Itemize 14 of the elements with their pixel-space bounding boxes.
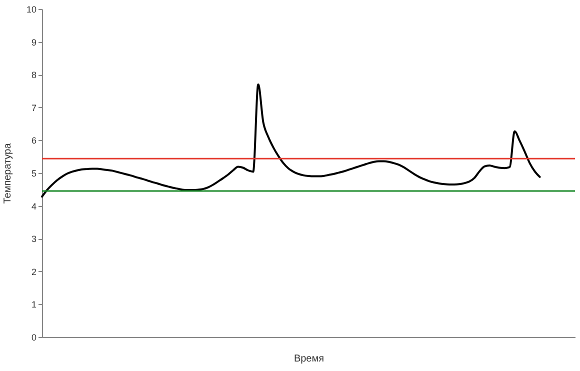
- y-axis-title: Температура: [2, 142, 14, 204]
- y-tick-label: 0: [31, 332, 36, 342]
- y-tick-label: 9: [31, 37, 36, 48]
- y-tick-label: 5: [31, 168, 36, 178]
- x-axis-title: Время: [294, 354, 324, 364]
- y-tick-label: 2: [31, 266, 36, 277]
- y-tick-label: 8: [31, 70, 36, 80]
- y-tick-label: 7: [31, 102, 36, 113]
- y-tick-label: 1: [31, 300, 36, 310]
- y-tick-label: 3: [31, 234, 36, 244]
- y-tick-label: 6: [31, 136, 36, 146]
- y-tick-label: 10: [26, 4, 36, 14]
- y-tick-label: 4: [31, 201, 36, 212]
- line-series: [41, 83, 541, 198]
